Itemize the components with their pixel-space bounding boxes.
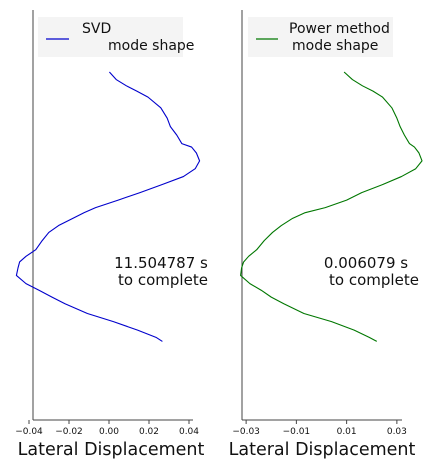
x-tick-label: 0.04 (179, 427, 199, 437)
mode-shape-line (240, 71, 423, 342)
legend-label-line2: mode shape (292, 38, 378, 54)
mode-shape-line (15, 71, 201, 342)
x-tick-label: −0.04 (15, 427, 43, 437)
legend-label-line1: Power method (289, 21, 390, 37)
x-tick-label: 0.01 (337, 427, 357, 437)
legend-label-line2: mode shape (108, 38, 194, 54)
x-axis-label: Lateral Displacement (18, 440, 205, 460)
x-ticks: −0.03 −0.01 0.01 0.03 (232, 420, 407, 437)
annotation-line1: 0.006079 s (324, 254, 408, 272)
x-axis-label: Lateral Displacement (229, 440, 416, 460)
x-tick-label: 0.02 (139, 427, 159, 437)
x-tick-label: 0.03 (387, 427, 407, 437)
annotation-line2: to complete (329, 271, 419, 289)
annotation-line1: 11.504787 s (114, 254, 208, 272)
x-ticks: −0.04 −0.02 0.00 0.02 0.04 (15, 420, 199, 437)
legend-box (248, 17, 393, 57)
x-tick-label: −0.03 (232, 427, 260, 437)
panel-power-method: Power method mode shape −0.03 −0.01 0.01 0.… (229, 10, 423, 460)
x-tick-label: 0.00 (99, 427, 119, 437)
panel-svd: SVD mode shape −0.04 −0.02 0.00 0.02 0.04 11… (15, 10, 208, 460)
legend-box (38, 17, 183, 57)
legend-label-line1: SVD (82, 21, 111, 37)
x-tick-label: −0.01 (283, 427, 311, 437)
annotation-line2: to complete (118, 271, 208, 289)
x-tick-label: −0.02 (55, 427, 83, 437)
